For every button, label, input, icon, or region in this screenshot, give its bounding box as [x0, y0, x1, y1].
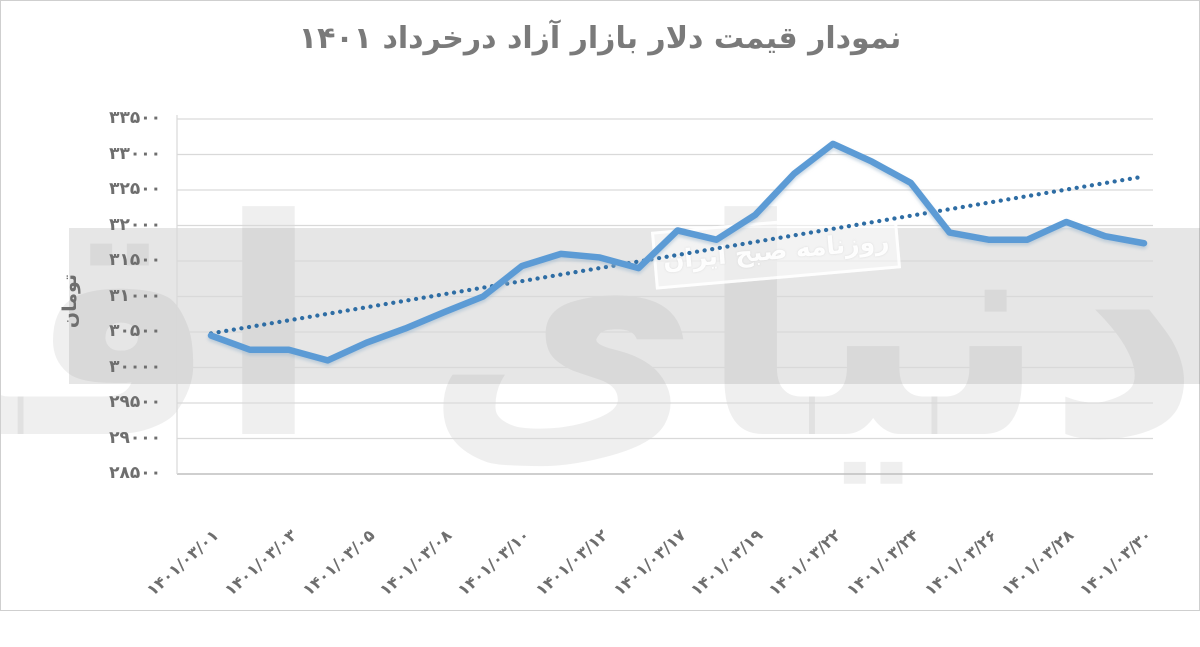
chart-screenshot: { "title": "نمودار قیمت دلار بازار آزاد …: [0, 0, 1200, 611]
y-tick-label: ۲۹۵۰۰: [109, 392, 161, 412]
y-tick-label: ۳۰۵۰۰: [109, 321, 161, 341]
y-tick-label: ۳۲۵۰۰: [109, 179, 161, 199]
y-tick-label: ۲۹۰۰۰: [109, 427, 161, 448]
y-tick-label: ۳۱۵۰۰: [109, 250, 161, 270]
y-tick-label: ۳۳۵۰۰: [109, 108, 161, 128]
watermark-box-text: روزنامه صبح ایران: [661, 225, 891, 275]
watermark-logo-text: دنیای اقتصاد: [1, 156, 1200, 505]
y-tick-label: ۲۸۵۰۰: [109, 463, 161, 483]
chart-title: نمودار قیمت دلار بازار آزاد درخرداد ۱۴۰۱: [298, 21, 902, 56]
y-tick-label: ۳۳۰۰۰: [109, 143, 161, 164]
y-tick-label: ۳۱۰۰۰: [109, 285, 161, 306]
y-tick-label: ۳۰۰۰۰: [109, 356, 161, 377]
y-tick-label: ۳۲۰۰۰: [109, 214, 161, 235]
